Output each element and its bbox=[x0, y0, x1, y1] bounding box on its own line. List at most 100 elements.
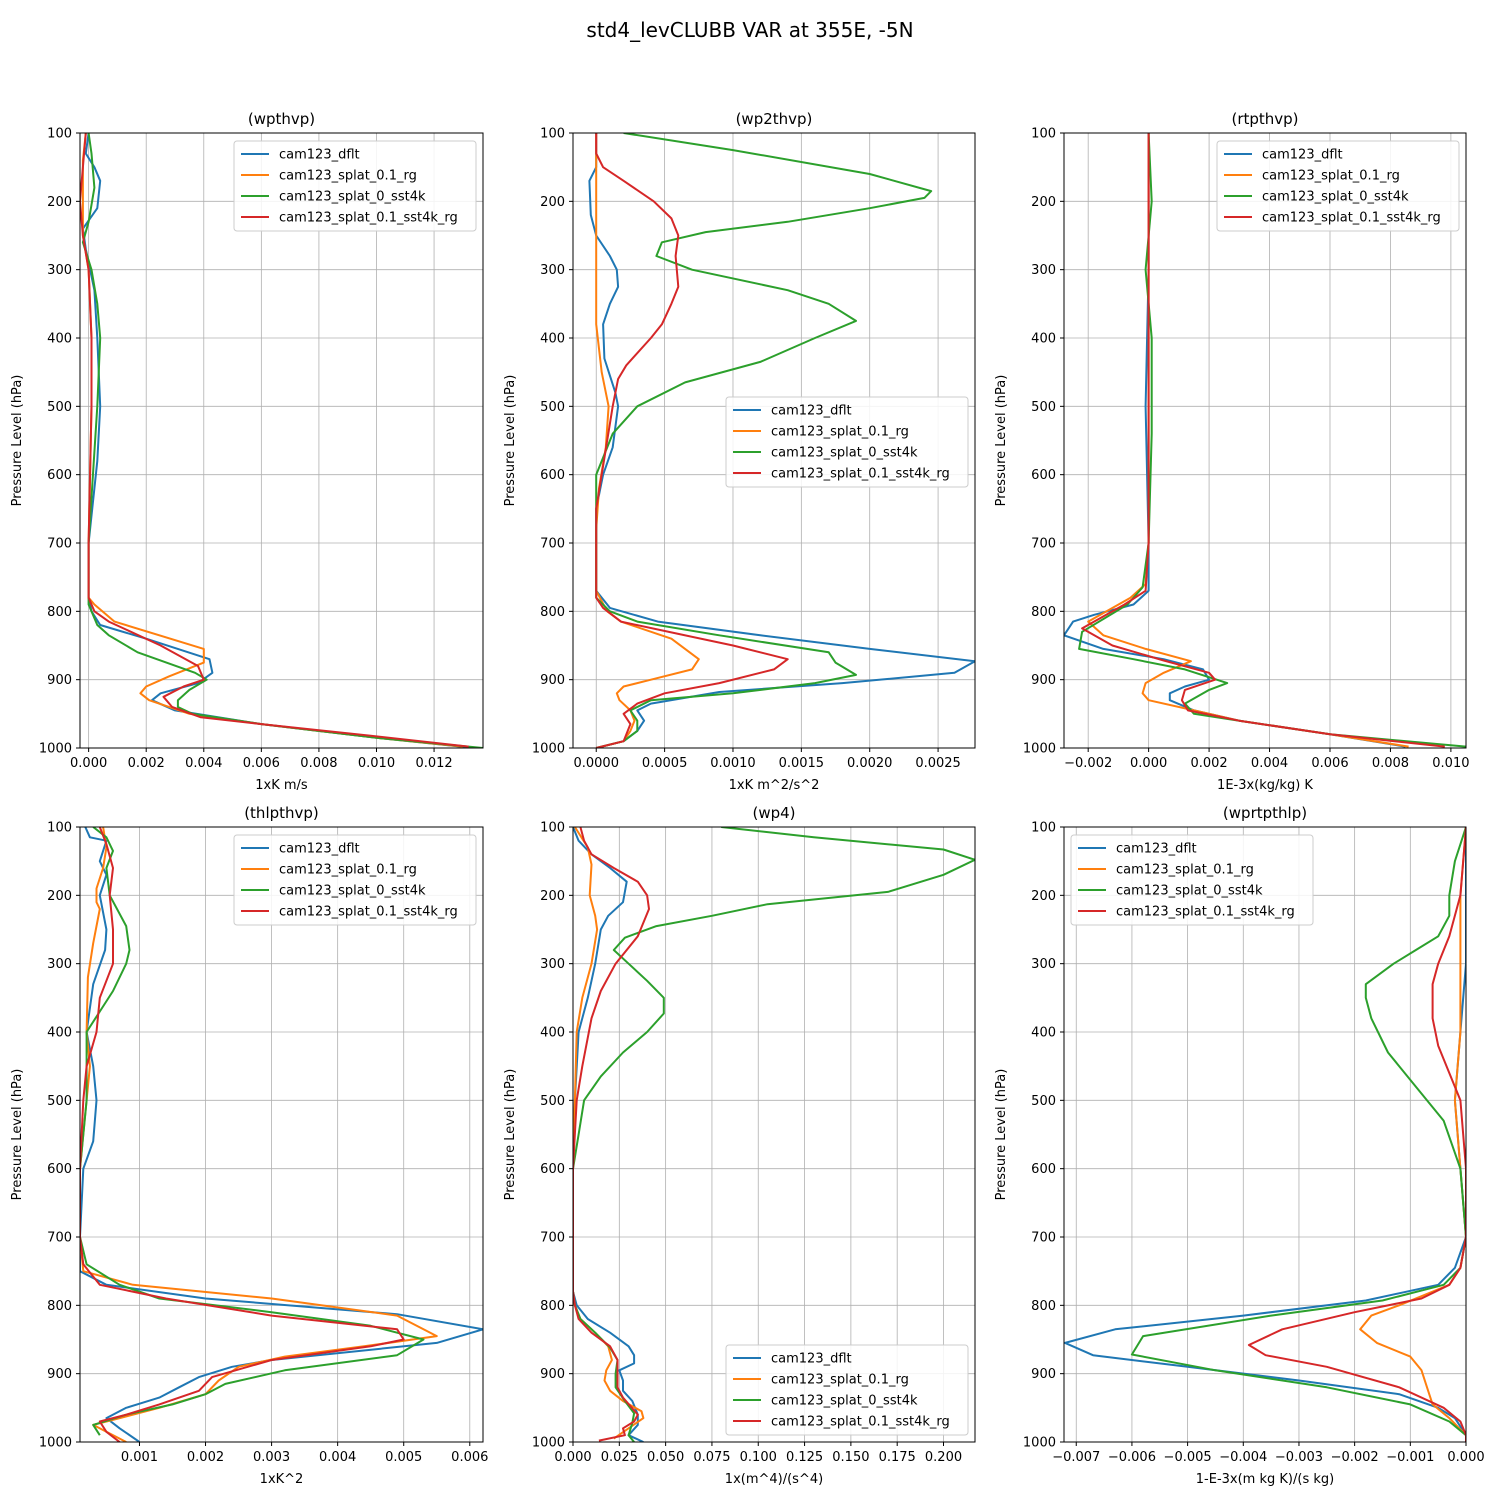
x-tick-label: 0.200 bbox=[925, 1450, 962, 1465]
y-tick-label: 600 bbox=[1031, 468, 1056, 483]
series-line-cam123-splat-0-1-rg bbox=[1359, 827, 1466, 1442]
y-tick-label: 500 bbox=[1031, 1094, 1056, 1109]
legend-label-cam123-splat-0-1-sst4k-rg: cam123_splat_0.1_sst4k_rg bbox=[279, 905, 458, 920]
y-tick-label: 600 bbox=[1031, 1162, 1056, 1177]
x-tick-label: 0.010 bbox=[358, 756, 395, 771]
y-tick-label: 400 bbox=[1031, 332, 1056, 347]
axes-frame bbox=[572, 826, 976, 1443]
series-group bbox=[80, 827, 483, 1442]
series-group bbox=[1064, 827, 1466, 1442]
x-tick-label: 0.0025 bbox=[915, 756, 961, 771]
x-tick-label: 0.001 bbox=[121, 1450, 158, 1465]
x-tick-label: 0.075 bbox=[693, 1450, 730, 1465]
x-tick-label: 0.000 bbox=[1130, 756, 1167, 771]
x-axis-label: 1x(m^4)/(s^4) bbox=[725, 1472, 823, 1487]
y-tick-label: 200 bbox=[540, 889, 565, 904]
x-tick-label: 0.006 bbox=[243, 756, 280, 771]
series-group bbox=[1064, 133, 1466, 748]
x-tick-label: 0.004 bbox=[185, 756, 222, 771]
series-line-cam123-splat-0-sst4k bbox=[80, 827, 425, 1436]
x-tick-label: 0.0015 bbox=[779, 756, 825, 771]
y-tick-label: 600 bbox=[540, 468, 565, 483]
legend-box bbox=[725, 1344, 969, 1436]
subplot-title: (rtpthvp) bbox=[1231, 110, 1298, 128]
y-tick-label: 500 bbox=[47, 400, 72, 415]
subplot-wprtpthlp: −0.007 −0.006 −0.005 −0.004 −0.003 −0.002 −0.0… bbox=[994, 804, 1485, 1487]
y-tick-label: 700 bbox=[540, 537, 565, 552]
y-tick-label: 700 bbox=[1031, 1231, 1056, 1246]
series-line-cam123-splat-0-1-sst4k-rg bbox=[1081, 133, 1445, 748]
x-tick-label: −0.002 bbox=[1064, 756, 1112, 771]
subplot-wp4: 0.000 0.025 0.050 0.075 0.100 0.125 0.150 0.175… bbox=[503, 804, 976, 1487]
y-tick-label: 800 bbox=[540, 1299, 565, 1314]
x-tick-label: 0.050 bbox=[647, 1450, 684, 1465]
x-tick-label: 0.008 bbox=[300, 756, 337, 771]
subplot-title: (wpthvp) bbox=[248, 110, 315, 128]
figure-title: std4_levCLUBB VAR at 355E, -5N bbox=[586, 18, 913, 42]
x-tick-label: 0.000 bbox=[70, 756, 107, 771]
y-tick-label: 900 bbox=[1031, 673, 1056, 688]
y-tick-label: 400 bbox=[540, 332, 565, 347]
y-tick-label: 700 bbox=[1031, 537, 1056, 552]
y-tick-label: 800 bbox=[1031, 1299, 1056, 1314]
x-tick-label: −0.003 bbox=[1275, 1450, 1323, 1465]
series-line-cam123-splat-0-sst4k bbox=[573, 827, 975, 1442]
legend-label-cam123-splat-0-sst4k: cam123_splat_0_sst4k bbox=[279, 190, 426, 205]
y-axis-label: Pressure Level (hPa) bbox=[10, 1069, 25, 1201]
x-tick-label: 0.002 bbox=[128, 756, 165, 771]
y-tick-label: 600 bbox=[540, 1162, 565, 1177]
series-group bbox=[573, 827, 975, 1442]
legend-box bbox=[725, 396, 969, 488]
series-line-cam123-dflt bbox=[573, 827, 644, 1442]
y-tick-label: 200 bbox=[47, 889, 72, 904]
legend-label-cam123-splat-0-1-sst4k-rg: cam123_splat_0.1_sst4k_rg bbox=[1262, 211, 1441, 226]
x-tick-label: 0.002 bbox=[187, 1450, 224, 1465]
y-tick-label: 800 bbox=[47, 1299, 72, 1314]
legend-label-cam123-dflt: cam123_dflt bbox=[279, 842, 360, 857]
legend-label-cam123-dflt: cam123_dflt bbox=[279, 148, 360, 163]
series-line-cam123-splat-0-sst4k bbox=[81, 133, 483, 748]
y-tick-label: 1000 bbox=[532, 1436, 565, 1451]
subplot-grid: 0.000 0.002 0.004 0.006 0.008 0.010 0.012 100 20… bbox=[10, 110, 1485, 1487]
x-tick-label: −0.007 bbox=[1052, 1450, 1100, 1465]
y-tick-label: 300 bbox=[47, 263, 72, 278]
y-tick-label: 900 bbox=[540, 1367, 565, 1382]
legend-label-cam123-dflt: cam123_dflt bbox=[1262, 148, 1343, 163]
legend-label-cam123-splat-0-1-sst4k-rg: cam123_splat_0.1_sst4k_rg bbox=[1116, 905, 1295, 920]
y-tick-label: 200 bbox=[47, 195, 72, 210]
legend-label-cam123-dflt: cam123_dflt bbox=[771, 404, 852, 419]
axes-frame bbox=[572, 132, 976, 749]
x-tick-label: 0.003 bbox=[253, 1450, 290, 1465]
legend-label-cam123-splat-0-1-rg: cam123_splat_0.1_rg bbox=[771, 1373, 909, 1388]
y-tick-label: 900 bbox=[47, 1367, 72, 1382]
x-tick-label: −0.005 bbox=[1164, 1450, 1212, 1465]
y-tick-label: 100 bbox=[1031, 821, 1056, 836]
legend-label-cam123-splat-0-1-rg: cam123_splat_0.1_rg bbox=[279, 863, 417, 878]
legend-label-cam123-splat-0-1-sst4k-rg: cam123_splat_0.1_sst4k_rg bbox=[771, 467, 950, 482]
y-tick-label: 100 bbox=[47, 821, 72, 836]
legend-label-cam123-splat-0-sst4k: cam123_splat_0_sst4k bbox=[1116, 884, 1263, 899]
series-line-cam123-splat-0-1-sst4k-rg bbox=[1247, 827, 1466, 1442]
x-tick-label: 0.125 bbox=[786, 1450, 823, 1465]
x-tick-label: 0.000 bbox=[1447, 1450, 1484, 1465]
x-tick-label: −0.001 bbox=[1386, 1450, 1434, 1465]
x-tick-label: 0.0005 bbox=[642, 756, 688, 771]
axes-frame bbox=[1063, 826, 1467, 1443]
y-axis-label: Pressure Level (hPa) bbox=[994, 1069, 1009, 1201]
legend-label-cam123-splat-0-1-sst4k-rg: cam123_splat_0.1_sst4k_rg bbox=[279, 211, 458, 226]
legend: cam123_dflt cam123_splat_0.1_rg cam123_spl… bbox=[1070, 834, 1314, 926]
legend-label-cam123-splat-0-1-rg: cam123_splat_0.1_rg bbox=[771, 425, 909, 440]
y-tick-label: 1000 bbox=[1023, 742, 1056, 757]
axes-frame bbox=[1063, 132, 1467, 749]
subplot-title: (wprtpthlp) bbox=[1223, 804, 1307, 822]
legend: cam123_dflt cam123_splat_0.1_rg cam123_spl… bbox=[233, 834, 477, 926]
x-axis-label: 1xK m/s bbox=[255, 778, 308, 793]
y-tick-label: 200 bbox=[1031, 195, 1056, 210]
y-axis-label: Pressure Level (hPa) bbox=[503, 375, 518, 507]
y-tick-label: 800 bbox=[47, 605, 72, 620]
axes-frame bbox=[79, 132, 484, 749]
y-axis-label: Pressure Level (hPa) bbox=[994, 375, 1009, 507]
y-tick-label: 700 bbox=[540, 1231, 565, 1246]
